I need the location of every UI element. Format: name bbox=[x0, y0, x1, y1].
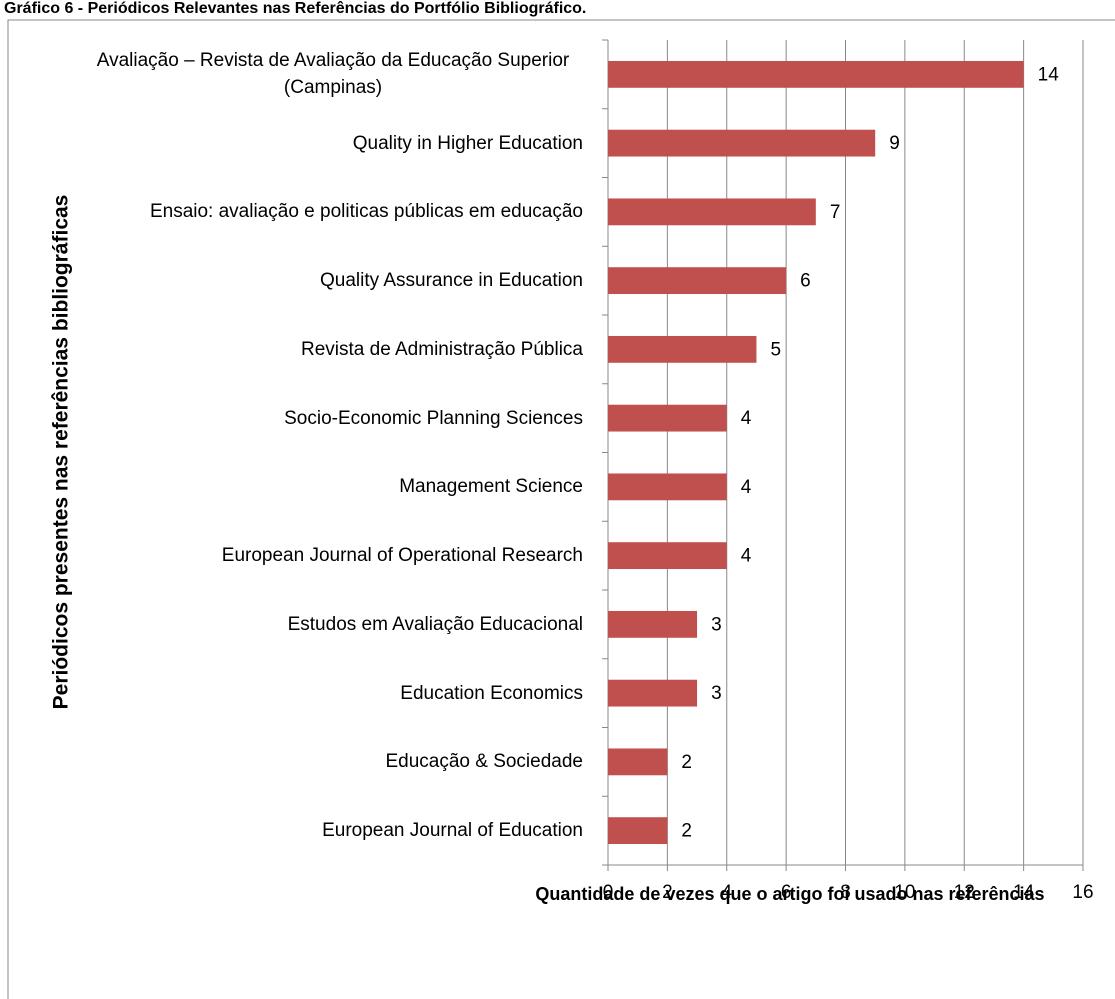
bar bbox=[608, 335, 757, 363]
category-text: Education Economics bbox=[400, 682, 583, 704]
data-label: 9 bbox=[889, 133, 900, 154]
data-label: 2 bbox=[681, 821, 692, 842]
category-text: Quality Assurance in Education bbox=[320, 270, 583, 292]
x-tick-label: 2 bbox=[662, 882, 673, 903]
bar bbox=[608, 542, 727, 570]
y-tick-label: Quality Assurance in Education bbox=[83, 246, 583, 315]
x-tick-label: 4 bbox=[721, 882, 732, 903]
data-label: 2 bbox=[681, 752, 692, 773]
y-tick-label: Estudos em Avaliação Educacional bbox=[83, 590, 583, 659]
data-label: 4 bbox=[741, 408, 752, 429]
y-tick-label: Ensaio: avaliação e politicas públicas e… bbox=[83, 178, 583, 247]
y-axis-title: Periódicos presentes nas referências bib… bbox=[50, 195, 73, 710]
category-text: Revista de Administração Pública bbox=[301, 338, 583, 360]
category-text: European Journal of Operational Research bbox=[221, 545, 583, 567]
bar bbox=[608, 60, 1024, 88]
data-label: 4 bbox=[741, 546, 752, 567]
x-tick-label: 8 bbox=[840, 882, 851, 903]
bar bbox=[608, 679, 698, 707]
category-text: Ensaio: avaliação e politicas públicas e… bbox=[149, 201, 583, 223]
y-tick-label: Education Economics bbox=[83, 659, 583, 728]
x-tick-label: 0 bbox=[603, 882, 614, 903]
category-text: Estudos em Avaliação Educacional bbox=[287, 613, 583, 635]
x-tick-label: 10 bbox=[894, 882, 915, 903]
data-label: 5 bbox=[770, 339, 781, 360]
x-tick-label: 16 bbox=[1072, 882, 1093, 903]
y-tick-label: Revista de Administração Pública bbox=[83, 315, 583, 384]
category-text: Management Science bbox=[399, 476, 583, 498]
x-tick-label: 6 bbox=[781, 882, 792, 903]
y-tick-label: Educação & Sociedade bbox=[83, 728, 583, 797]
y-tick-label: European Journal of Operational Research bbox=[83, 521, 583, 590]
x-tick-label: 14 bbox=[1013, 882, 1035, 903]
bar bbox=[608, 267, 787, 295]
y-tick-label: European Journal of Education bbox=[83, 796, 583, 865]
y-tick-label: Avaliação – Revista de Avaliação da Educ… bbox=[83, 40, 583, 109]
y-tick-label: Quality in Higher Education bbox=[83, 109, 583, 178]
category-text: Quality in Higher Education bbox=[352, 132, 583, 154]
category-text: Avaliação – Revista de Avaliação da Educ… bbox=[96, 50, 570, 99]
y-tick-label: Management Science bbox=[83, 453, 583, 522]
bar bbox=[608, 129, 876, 157]
x-axis-title: Quantidade de vezes que o artigo foi usa… bbox=[535, 884, 1044, 904]
data-label: 3 bbox=[711, 683, 722, 704]
chart-title: Gráfico 6 - Periódicos Relevantes nas Re… bbox=[4, 0, 586, 17]
bar bbox=[608, 610, 698, 638]
data-label: 6 bbox=[800, 271, 811, 292]
data-label: 4 bbox=[741, 477, 752, 498]
bar bbox=[608, 473, 727, 501]
category-text: Socio-Economic Planning Sciences bbox=[284, 407, 583, 429]
data-label: 3 bbox=[711, 614, 722, 635]
chart-frame bbox=[7, 19, 1115, 999]
y-tick-label: Socio-Economic Planning Sciences bbox=[83, 384, 583, 453]
data-label: 7 bbox=[830, 202, 841, 223]
data-label: 14 bbox=[1038, 64, 1060, 85]
bar bbox=[608, 198, 816, 226]
x-tick-label: 12 bbox=[954, 882, 975, 903]
bar bbox=[608, 748, 668, 776]
bar bbox=[608, 404, 727, 432]
category-text: Educação & Sociedade bbox=[385, 751, 583, 773]
category-text: European Journal of Education bbox=[322, 820, 583, 842]
bar bbox=[608, 817, 668, 845]
